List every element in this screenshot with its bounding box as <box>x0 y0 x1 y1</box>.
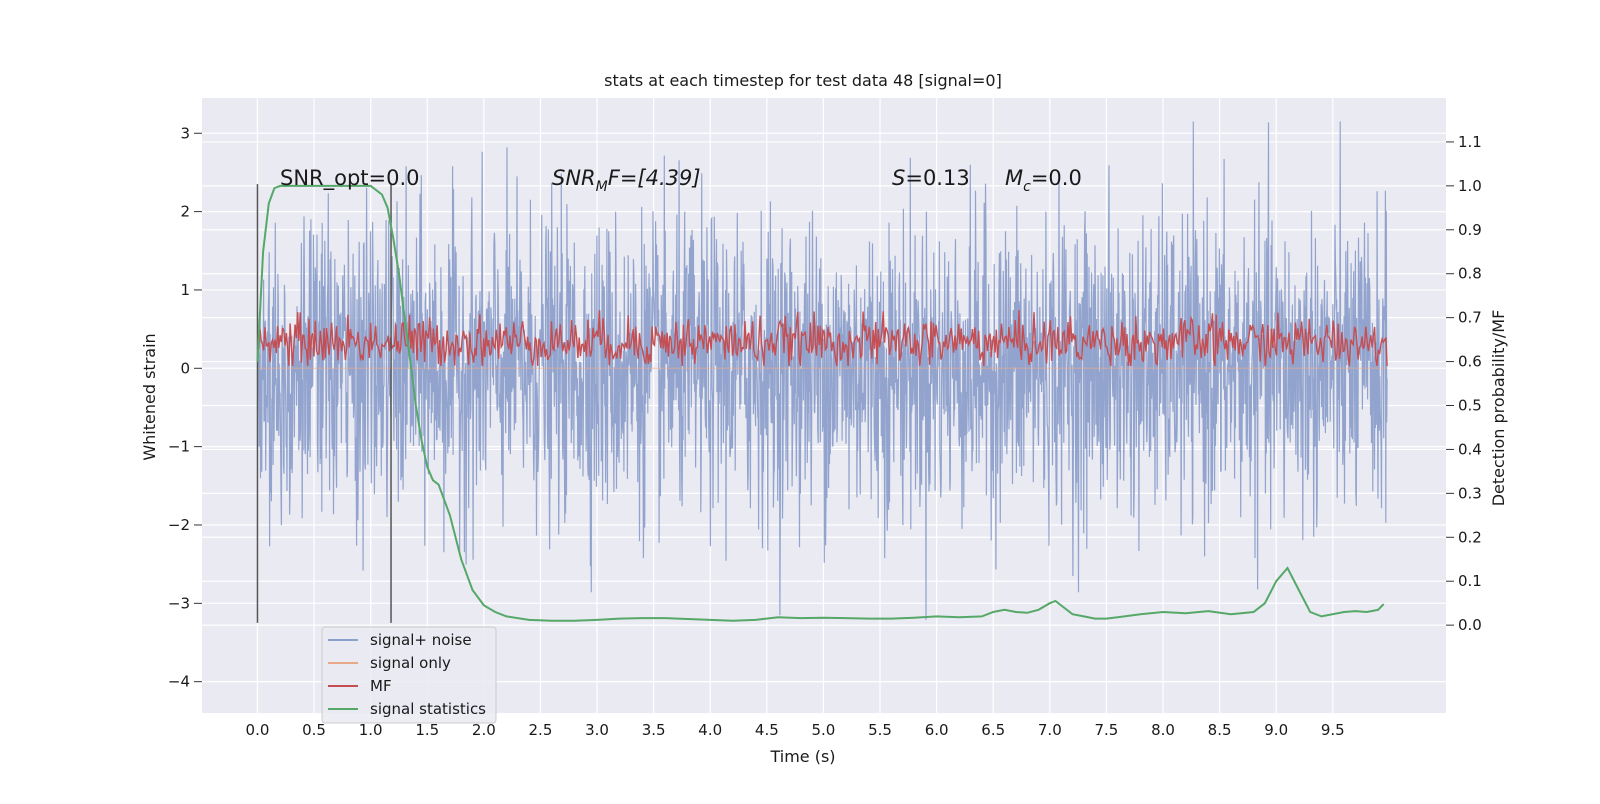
y-tick-label-left: −2 <box>168 516 190 534</box>
x-tick-label: 7.0 <box>1038 721 1062 739</box>
x-tick-label: 8.5 <box>1208 721 1232 739</box>
annotation-s-rest: =0.13 <box>905 166 969 190</box>
x-tick-label: 0.0 <box>246 721 270 739</box>
legend-label-signal-statistics: signal statistics <box>370 700 486 718</box>
y-tick-label-left: −1 <box>168 438 190 456</box>
y-tick-label-right: 0.2 <box>1458 528 1482 546</box>
x-tick-label: 3.0 <box>585 721 609 739</box>
ticks: 0.0 0.5 1.0 1.5 2.0 2.5 3.0 3.5 4.0 4.5 5.0 5.5 6.0 6… <box>168 124 1482 739</box>
y-tick-label-right: 0.6 <box>1458 353 1482 371</box>
annotation-mc-main: M <box>1005 166 1023 190</box>
legend-box <box>321 626 497 724</box>
chart-title: stats at each timestep for test data 48 … <box>604 71 1002 90</box>
x-tick-label: 8.0 <box>1151 721 1175 739</box>
legend-label-signal-noise: signal+ noise <box>370 631 472 649</box>
y-tick-label-right: 0.3 <box>1458 484 1482 502</box>
y-tick-label-right: 0.8 <box>1458 265 1482 283</box>
x-tick-label: 1.0 <box>359 721 383 739</box>
y-tick-label-right: 1.0 <box>1458 177 1482 195</box>
y-tick-label-right: 0.5 <box>1458 397 1482 415</box>
y-tick-label-right: 0.7 <box>1458 309 1482 327</box>
x-tick-label: 1.5 <box>415 721 439 739</box>
y-tick-label-right: 0.9 <box>1458 221 1482 239</box>
x-tick-label: 6.0 <box>925 721 949 739</box>
y-tick-label-left: 0 <box>180 359 190 377</box>
x-tick-label: 6.5 <box>981 721 1005 739</box>
legend: signal+ noise signal only MF signal stat… <box>321 626 497 724</box>
annotation-s-main: S <box>892 166 905 190</box>
y-tick-label-right: 1.1 <box>1458 133 1482 151</box>
annotation-snr-mf-sub: M <box>596 179 608 195</box>
legend-label-mf: MF <box>370 677 392 695</box>
data-layer <box>256 121 1388 623</box>
y-tick-label-right: 0.4 <box>1458 440 1482 458</box>
annotation-mc-sub: c <box>1023 179 1031 195</box>
y-tick-label-left: −4 <box>168 673 190 691</box>
x-tick-label: 9.5 <box>1321 721 1345 739</box>
x-axis-label: Time (s) <box>769 747 835 766</box>
series-signal-statistics <box>256 184 1385 622</box>
y-tick-label-left: 1 <box>180 281 190 299</box>
y-axis-label-right: Detection probability/MF <box>1489 310 1508 507</box>
x-tick-label: 7.5 <box>1094 721 1118 739</box>
x-tick-label: 3.5 <box>642 721 666 739</box>
annotation-snr-mf-main: SNR <box>552 166 596 190</box>
y-tick-label-right: 0.0 <box>1458 616 1482 634</box>
annotation-mc: Mc=0.0 <box>1005 166 1082 195</box>
series-mf <box>256 310 1388 367</box>
x-tick-label: 0.5 <box>302 721 326 739</box>
annotation-snr-mf: SNRMF=[4.39] <box>552 166 701 195</box>
annotation-snr-mf-rest: F=[4.39] <box>608 166 701 190</box>
y-tick-label-left: 3 <box>180 124 190 142</box>
x-tick-label: 2.0 <box>472 721 496 739</box>
y-tick-label-right: 0.1 <box>1458 572 1482 590</box>
annotation-snr-opt: SNR_opt=0.0 <box>280 166 420 191</box>
y-tick-label-left: −3 <box>168 594 190 612</box>
x-tick-label: 4.0 <box>698 721 722 739</box>
y-tick-label-left: 2 <box>180 203 190 221</box>
x-tick-label: 5.5 <box>868 721 892 739</box>
annotation-mc-rest: =0.0 <box>1031 166 1082 190</box>
x-tick-label: 5.0 <box>812 721 836 739</box>
y-axis-label-left: Whitened strain <box>140 333 159 460</box>
legend-label-signal-only: signal only <box>370 654 451 672</box>
x-tick-label: 9.0 <box>1264 721 1288 739</box>
x-tick-label: 4.5 <box>755 721 779 739</box>
x-tick-label: 2.5 <box>529 721 553 739</box>
annotation-s: S=0.13 <box>892 166 970 190</box>
